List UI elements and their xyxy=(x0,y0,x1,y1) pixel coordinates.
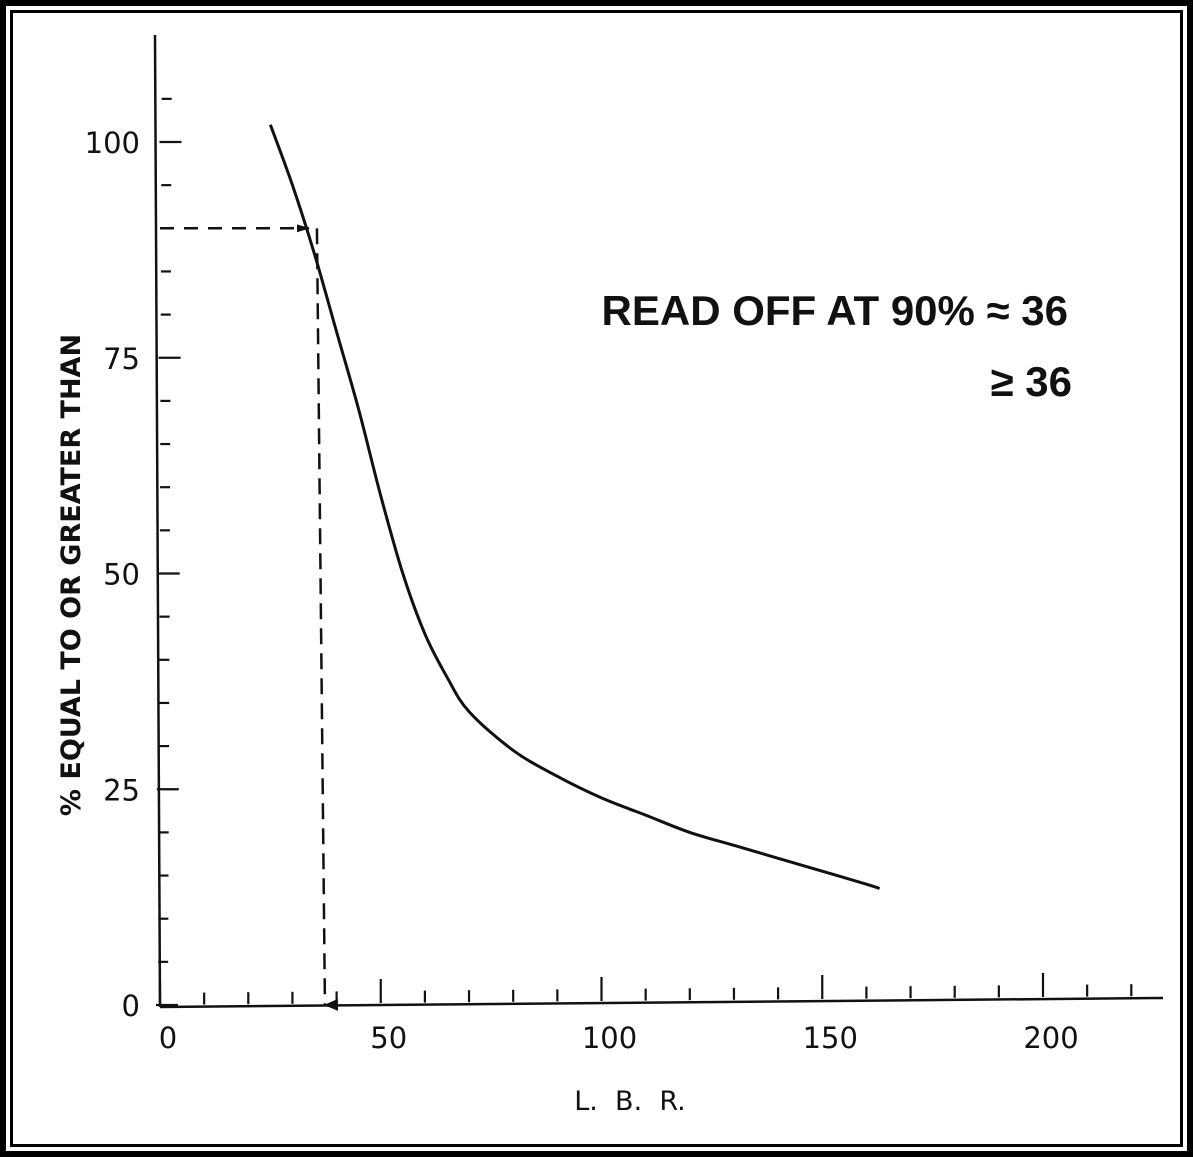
x-tick-label: 0 xyxy=(159,1021,177,1055)
y-tick-label: 75 xyxy=(103,342,140,376)
y-tick-label: 50 xyxy=(103,558,140,592)
x-axis-ticks xyxy=(158,973,1133,1005)
x-axis-title: L. B. R. xyxy=(574,1086,685,1117)
read-off-vertical-dashed-arrow xyxy=(315,228,339,1011)
y-tick-label: 100 xyxy=(85,126,140,160)
annotation-greater-equal: ≥ 36 xyxy=(991,358,1072,405)
x-tick-label: 100 xyxy=(582,1021,637,1055)
x-tick-label: 200 xyxy=(1023,1021,1078,1055)
x-tick-label: 50 xyxy=(370,1021,407,1055)
y-tick-label: 0 xyxy=(122,989,140,1023)
inner-frame xyxy=(10,10,1183,1147)
x-axis-line xyxy=(159,996,1164,1009)
x-tick-label: 150 xyxy=(803,1021,858,1055)
y-axis-title: % EQUAL TO OR GREATER THAN xyxy=(56,334,87,816)
y-axis-line xyxy=(153,34,162,1008)
y-tick-label: 25 xyxy=(103,773,140,807)
data-line xyxy=(268,124,881,890)
annotation-read-off: READ OFF AT 90% ≈ 36 xyxy=(602,287,1068,334)
